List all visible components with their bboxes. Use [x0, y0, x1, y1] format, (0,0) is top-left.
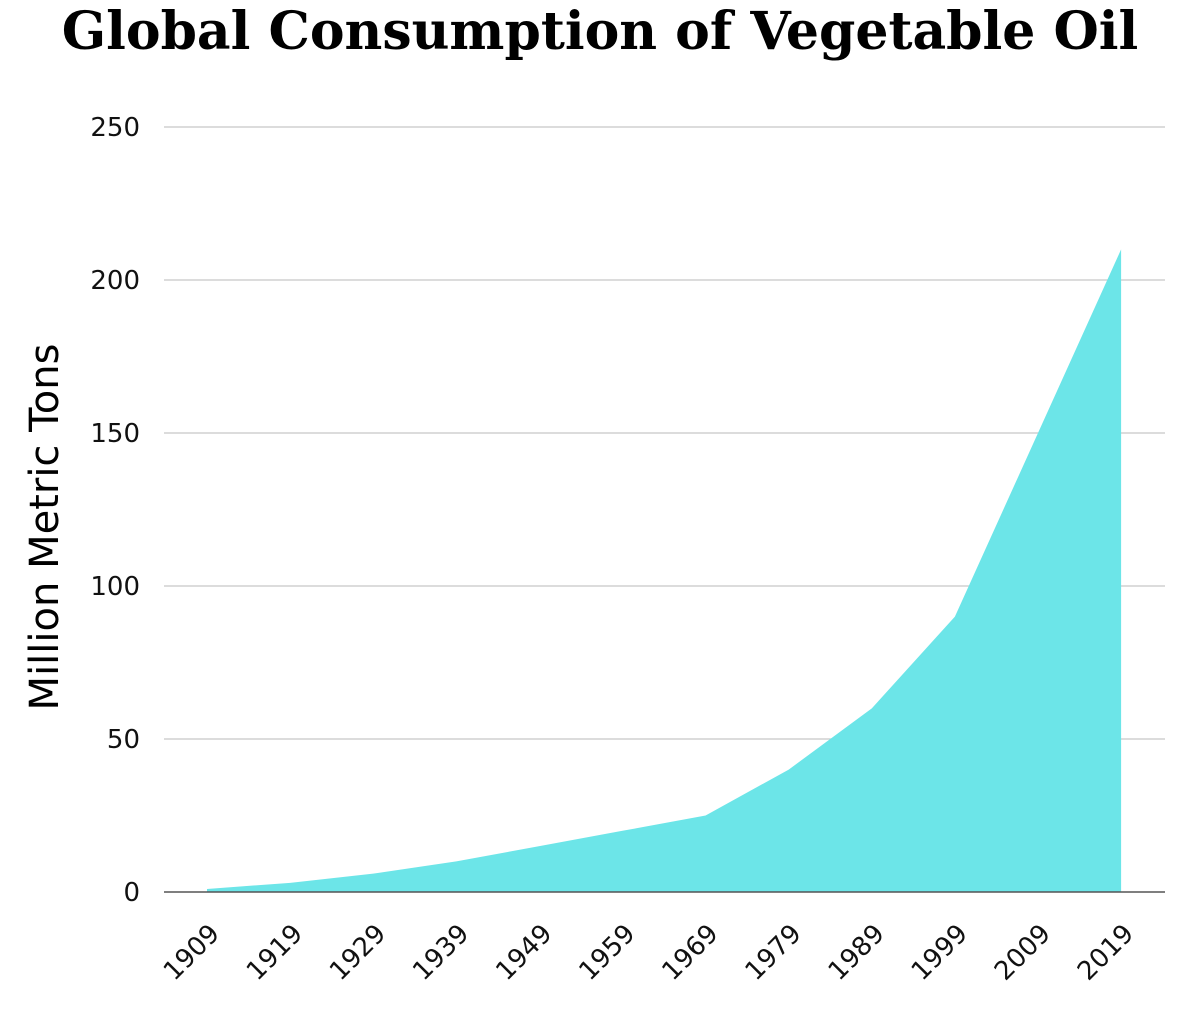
area-series — [207, 249, 1122, 892]
x-tick-label: 1999 — [906, 919, 974, 987]
y-tick-label: 0 — [123, 878, 140, 908]
x-tick-label: 2009 — [989, 919, 1057, 987]
y-tick-label: 150 — [90, 419, 140, 449]
x-tick-label: 1959 — [573, 919, 641, 987]
y-tick-label: 100 — [90, 572, 140, 602]
x-tick-label: 1919 — [241, 919, 309, 987]
y-tick-label: 250 — [90, 113, 140, 143]
x-tick-label: 1979 — [740, 919, 808, 987]
x-axis-ticks: 1909 1919 1929 1939 1949 1959 1969 1979 1989 1999… — [158, 919, 1140, 987]
chart-title: Global Consumption of Vegetable Oil — [61, 1, 1139, 62]
x-tick-label: 1909 — [158, 919, 226, 987]
x-tick-label: 1929 — [324, 919, 392, 987]
y-axis-ticks: 0 50 100 150 200 250 — [90, 113, 140, 908]
x-tick-label: 1989 — [823, 919, 891, 987]
y-tick-label: 50 — [107, 725, 140, 755]
x-tick-label: 2019 — [1072, 919, 1140, 987]
x-tick-label: 1969 — [657, 919, 725, 987]
y-tick-label: 200 — [90, 266, 140, 296]
x-tick-label: 1939 — [407, 919, 475, 987]
x-tick-label: 1949 — [490, 919, 558, 987]
y-axis-label: Million Metric Tons — [22, 344, 68, 711]
